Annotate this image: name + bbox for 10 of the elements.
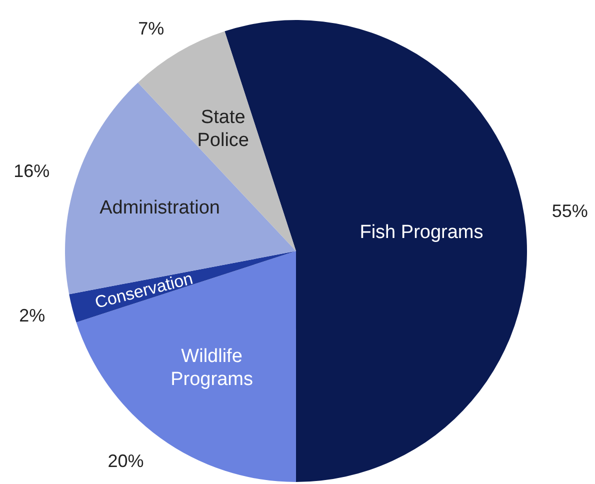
slice-label: State Police bbox=[197, 106, 249, 151]
data-label: 20% bbox=[108, 450, 144, 471]
data-label: 55% bbox=[552, 200, 588, 221]
pie-slice bbox=[76, 251, 296, 482]
data-label: 2% bbox=[19, 306, 46, 326]
data-label: 16% bbox=[14, 161, 50, 182]
slice-label: Fish Programs bbox=[360, 222, 484, 243]
slice-label: Wildlife Programs bbox=[170, 346, 253, 390]
data-label: 7% bbox=[138, 18, 164, 38]
slice-label: Administration bbox=[100, 197, 220, 218]
